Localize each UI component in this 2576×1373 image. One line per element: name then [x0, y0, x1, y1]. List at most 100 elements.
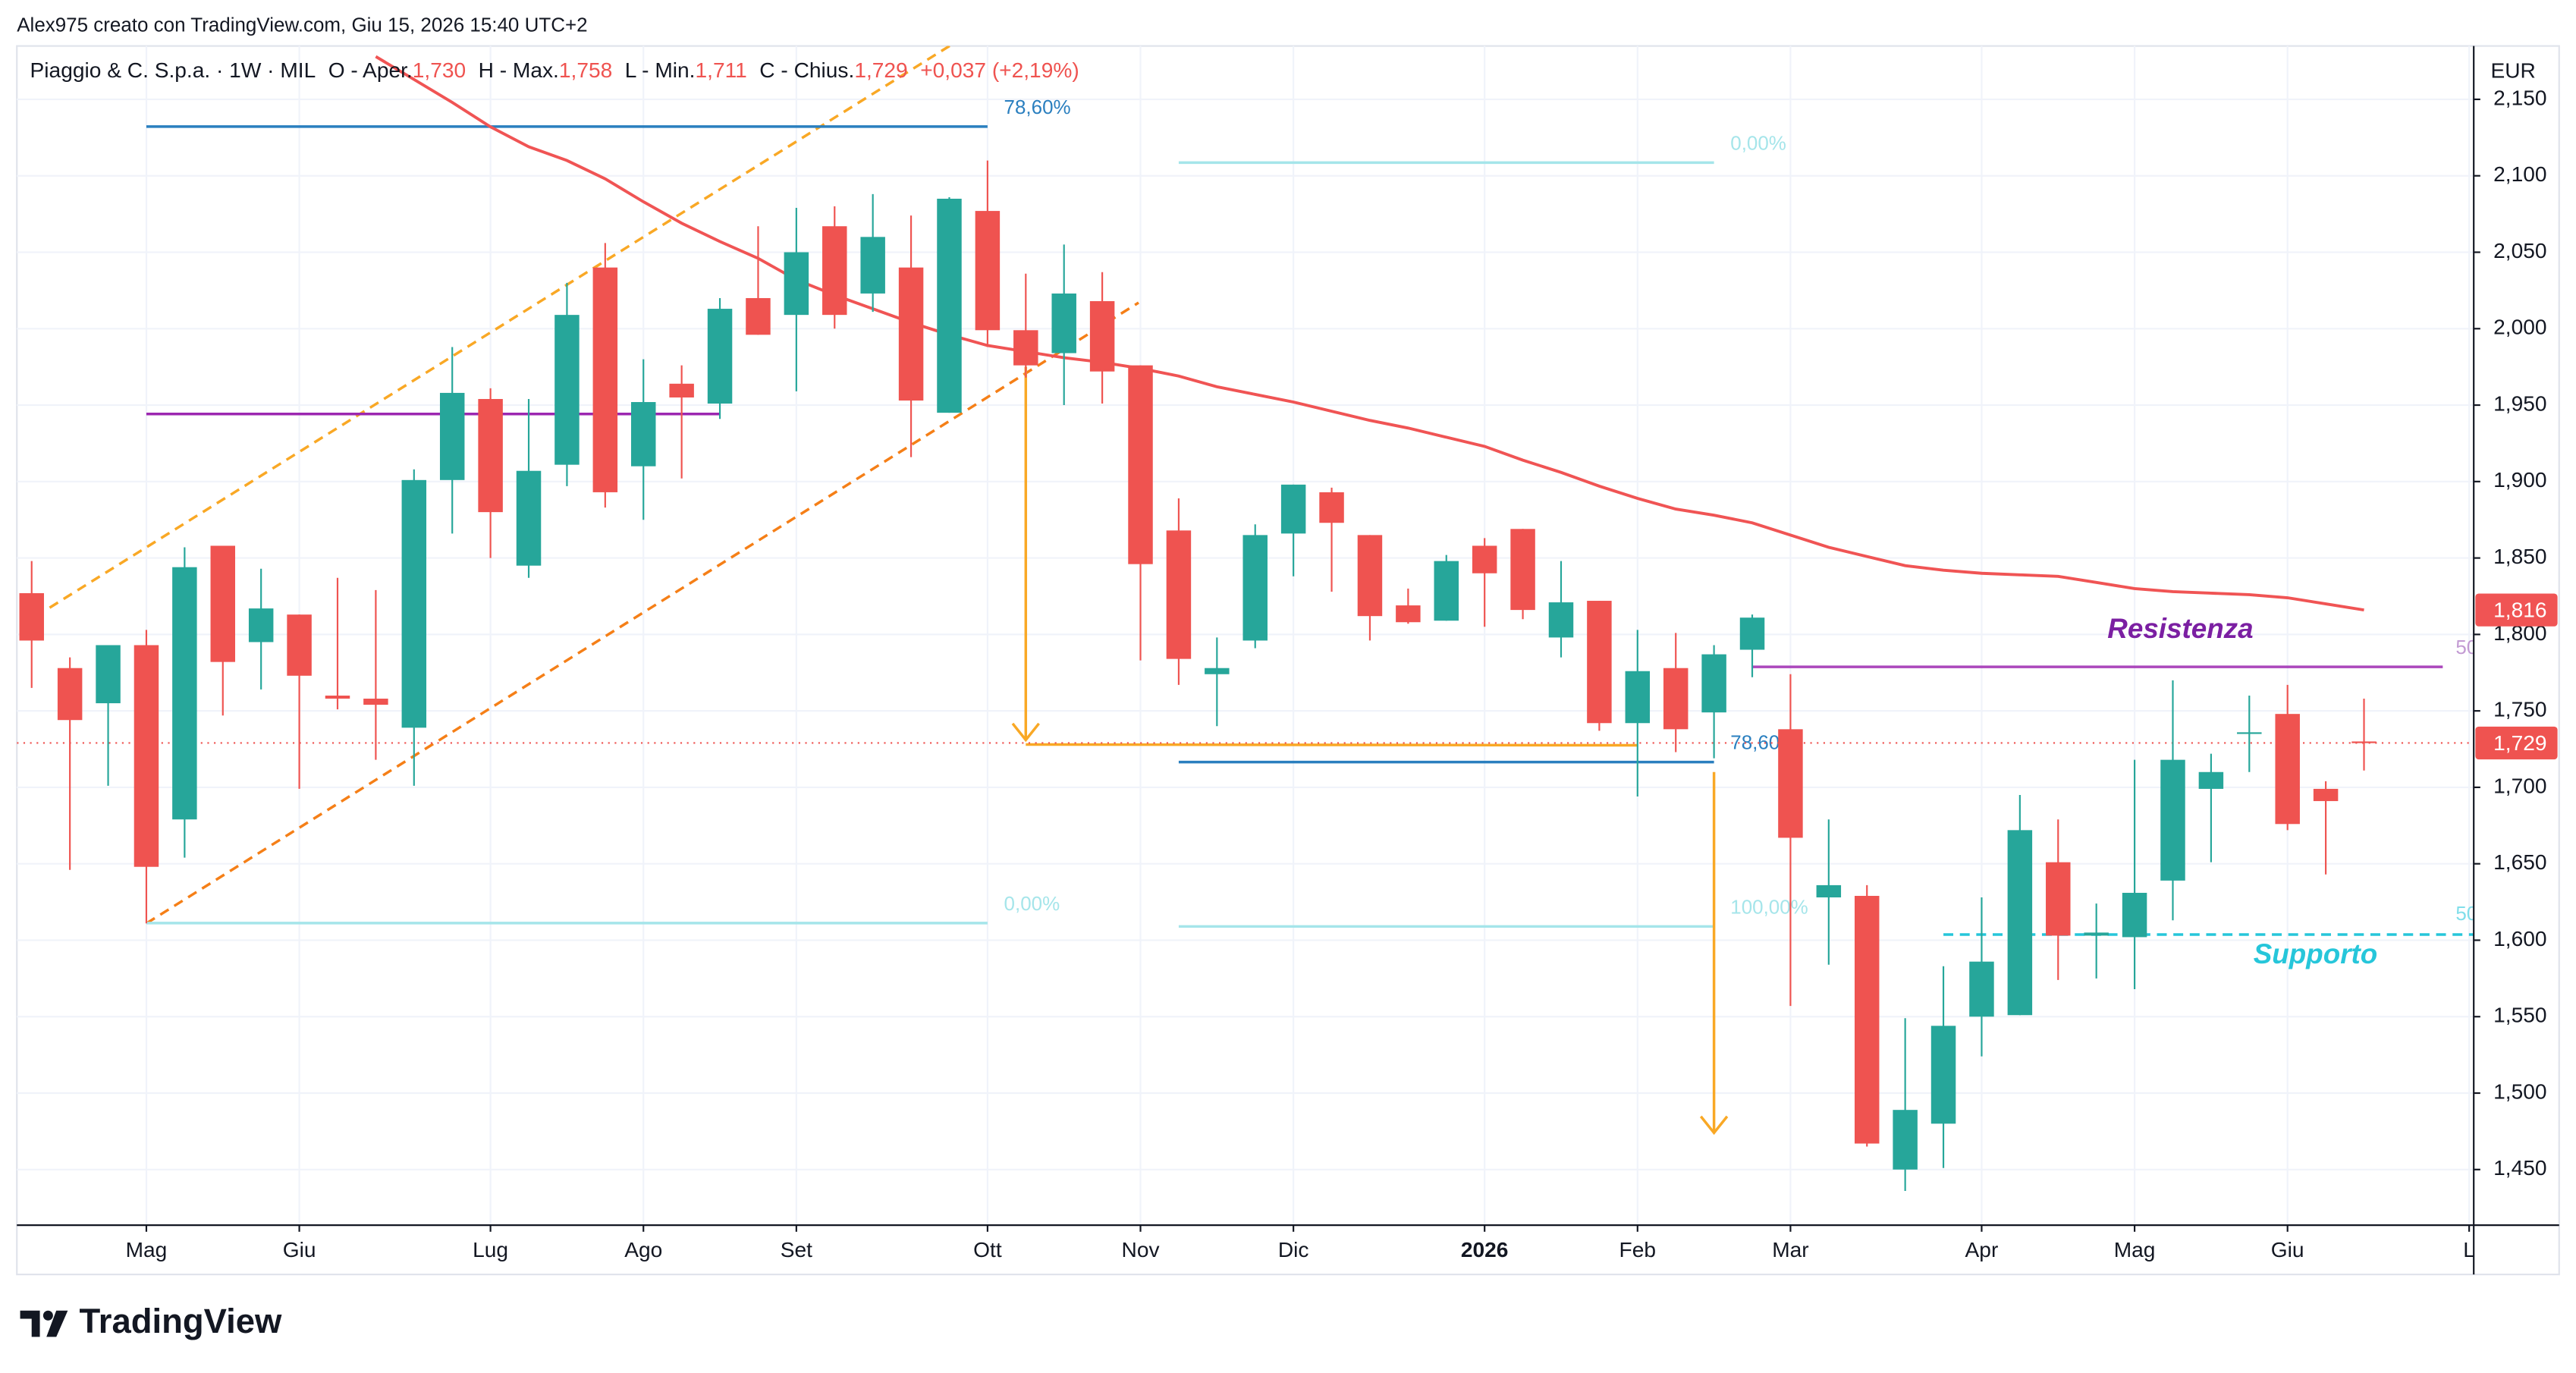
arrow-head: [1011, 722, 1040, 743]
level-label: 0,00%: [1730, 131, 1786, 154]
level-label: 78,60%: [1004, 96, 1071, 118]
candle-body: [1013, 330, 1038, 366]
x-tick-label: Mag: [2114, 1238, 2156, 1261]
note-label: Resistenza: [2107, 613, 2253, 644]
candle-body: [2084, 932, 2109, 936]
y-tick-label: 2,100: [2493, 162, 2546, 186]
x-tick-label: Lug: [473, 1238, 508, 1261]
candle-body: [1854, 896, 1880, 1144]
candle-body: [401, 479, 427, 728]
candle-body: [134, 645, 159, 867]
high-label: H - Max.: [479, 59, 559, 83]
price-badge-label: 1,816: [2493, 599, 2546, 622]
y-tick-label: 2,000: [2493, 316, 2546, 339]
candle-body: [631, 402, 656, 467]
close-label: C - Chius.: [759, 59, 854, 83]
x-tick-label: 2026: [1461, 1238, 1509, 1261]
level-label: 50,00%: [2455, 902, 2522, 925]
y-tick-label: 2,150: [2493, 86, 2546, 109]
candle-body: [1739, 617, 1765, 650]
y-tick-label: 1,550: [2493, 1004, 2546, 1027]
candle-body: [822, 226, 847, 316]
candle-body: [1930, 1026, 1956, 1124]
chart-frame: [16, 45, 2560, 1276]
x-tick-label: Giu: [283, 1238, 316, 1261]
drawings: 78,60%0,00%0,00%78,60%100,00%ResistenzaS…: [49, 46, 2522, 1136]
low-value: 1,711: [696, 59, 747, 83]
symbol: Piaggio & C. S.p.a. · 1W · MIL: [30, 59, 316, 83]
y-tick-label: 2,050: [2493, 239, 2546, 262]
x-tick-label: Ago: [624, 1238, 662, 1261]
legend: Piaggio & C. S.p.a. · 1W · MIL O - Aper.…: [30, 59, 1079, 83]
level-label: 0,00%: [1004, 892, 1060, 915]
y-tick-label: 1,700: [2493, 774, 2546, 797]
y-tick-label: 1,500: [2493, 1079, 2546, 1103]
candle-body: [478, 398, 503, 513]
arrow-head: [1699, 1115, 1729, 1136]
candle-body: [937, 198, 962, 413]
x-tick-label: L: [2463, 1238, 2475, 1261]
candle-body: [439, 392, 465, 480]
y-tick-label: 1,650: [2493, 850, 2546, 874]
candle-body: [2122, 892, 2147, 938]
candle-body: [1893, 1110, 1918, 1170]
close-value: 1,729: [854, 59, 907, 83]
x-tick-label: Set: [781, 1238, 812, 1261]
candle-body: [1548, 602, 1574, 638]
candle-body: [1969, 961, 1994, 1017]
x-tick-label: Giu: [2271, 1238, 2304, 1261]
currency: EUR: [2490, 59, 2535, 83]
candle-body: [2237, 732, 2262, 734]
logo-icon: [20, 1310, 68, 1337]
price-badge: [2475, 726, 2558, 760]
candle-body: [592, 267, 618, 492]
candle-body: [1051, 293, 1076, 353]
candle-body: [784, 252, 809, 316]
candle-body: [1587, 601, 1612, 724]
x-tick-label: Mar: [1772, 1238, 1808, 1261]
open-value: 1,730: [413, 59, 466, 83]
low-label: L - Min.: [625, 59, 696, 83]
candle-body: [1319, 492, 1344, 523]
attribution: Alex975 creato con TradingView.com, Giu …: [17, 14, 587, 36]
open-label: O - Aper.: [328, 59, 413, 83]
candle-body: [57, 668, 83, 721]
y-tick-label: 1,850: [2493, 545, 2546, 568]
drawing-line: [49, 46, 950, 609]
candle-body: [2046, 862, 2071, 936]
candle-body: [1816, 884, 1842, 898]
candle-body: [1434, 561, 1459, 621]
candle-body: [860, 237, 885, 294]
y-tick-label: 1,600: [2493, 927, 2546, 950]
note-label: Supporto: [2254, 938, 2378, 969]
y-tick-label: 1,950: [2493, 391, 2546, 415]
candle-body: [2313, 788, 2339, 802]
candle-body: [325, 695, 350, 699]
candle-body: [287, 614, 312, 676]
candle-body: [2275, 714, 2300, 825]
candle-body: [1166, 530, 1192, 659]
x-tick-label: Nov: [1122, 1238, 1160, 1261]
candle-body: [19, 592, 44, 641]
plot: [17, 55, 2474, 1191]
candle-body: [1089, 301, 1115, 372]
candle-body: [975, 211, 1001, 331]
x-tick-label: Feb: [1619, 1238, 1656, 1261]
candle-body: [2198, 771, 2224, 789]
level-label: 100,00%: [1730, 895, 1808, 918]
y-tick-label: 1,900: [2493, 468, 2546, 492]
drawing-line: [1026, 743, 1638, 747]
y-tick-label: 1,750: [2493, 698, 2546, 721]
candle-body: [363, 699, 388, 705]
candle-body: [2007, 830, 2033, 1016]
candle-body: [1396, 605, 1421, 623]
x-tick-label: Ott: [973, 1238, 1002, 1261]
candle-body: [1510, 529, 1535, 611]
candle-body: [1701, 654, 1726, 713]
level-label: 50,00%: [2455, 636, 2522, 658]
candle-body: [1778, 729, 1803, 838]
candle-body: [1205, 668, 1230, 674]
moving-average: [375, 55, 2364, 612]
candle-body: [172, 567, 197, 820]
